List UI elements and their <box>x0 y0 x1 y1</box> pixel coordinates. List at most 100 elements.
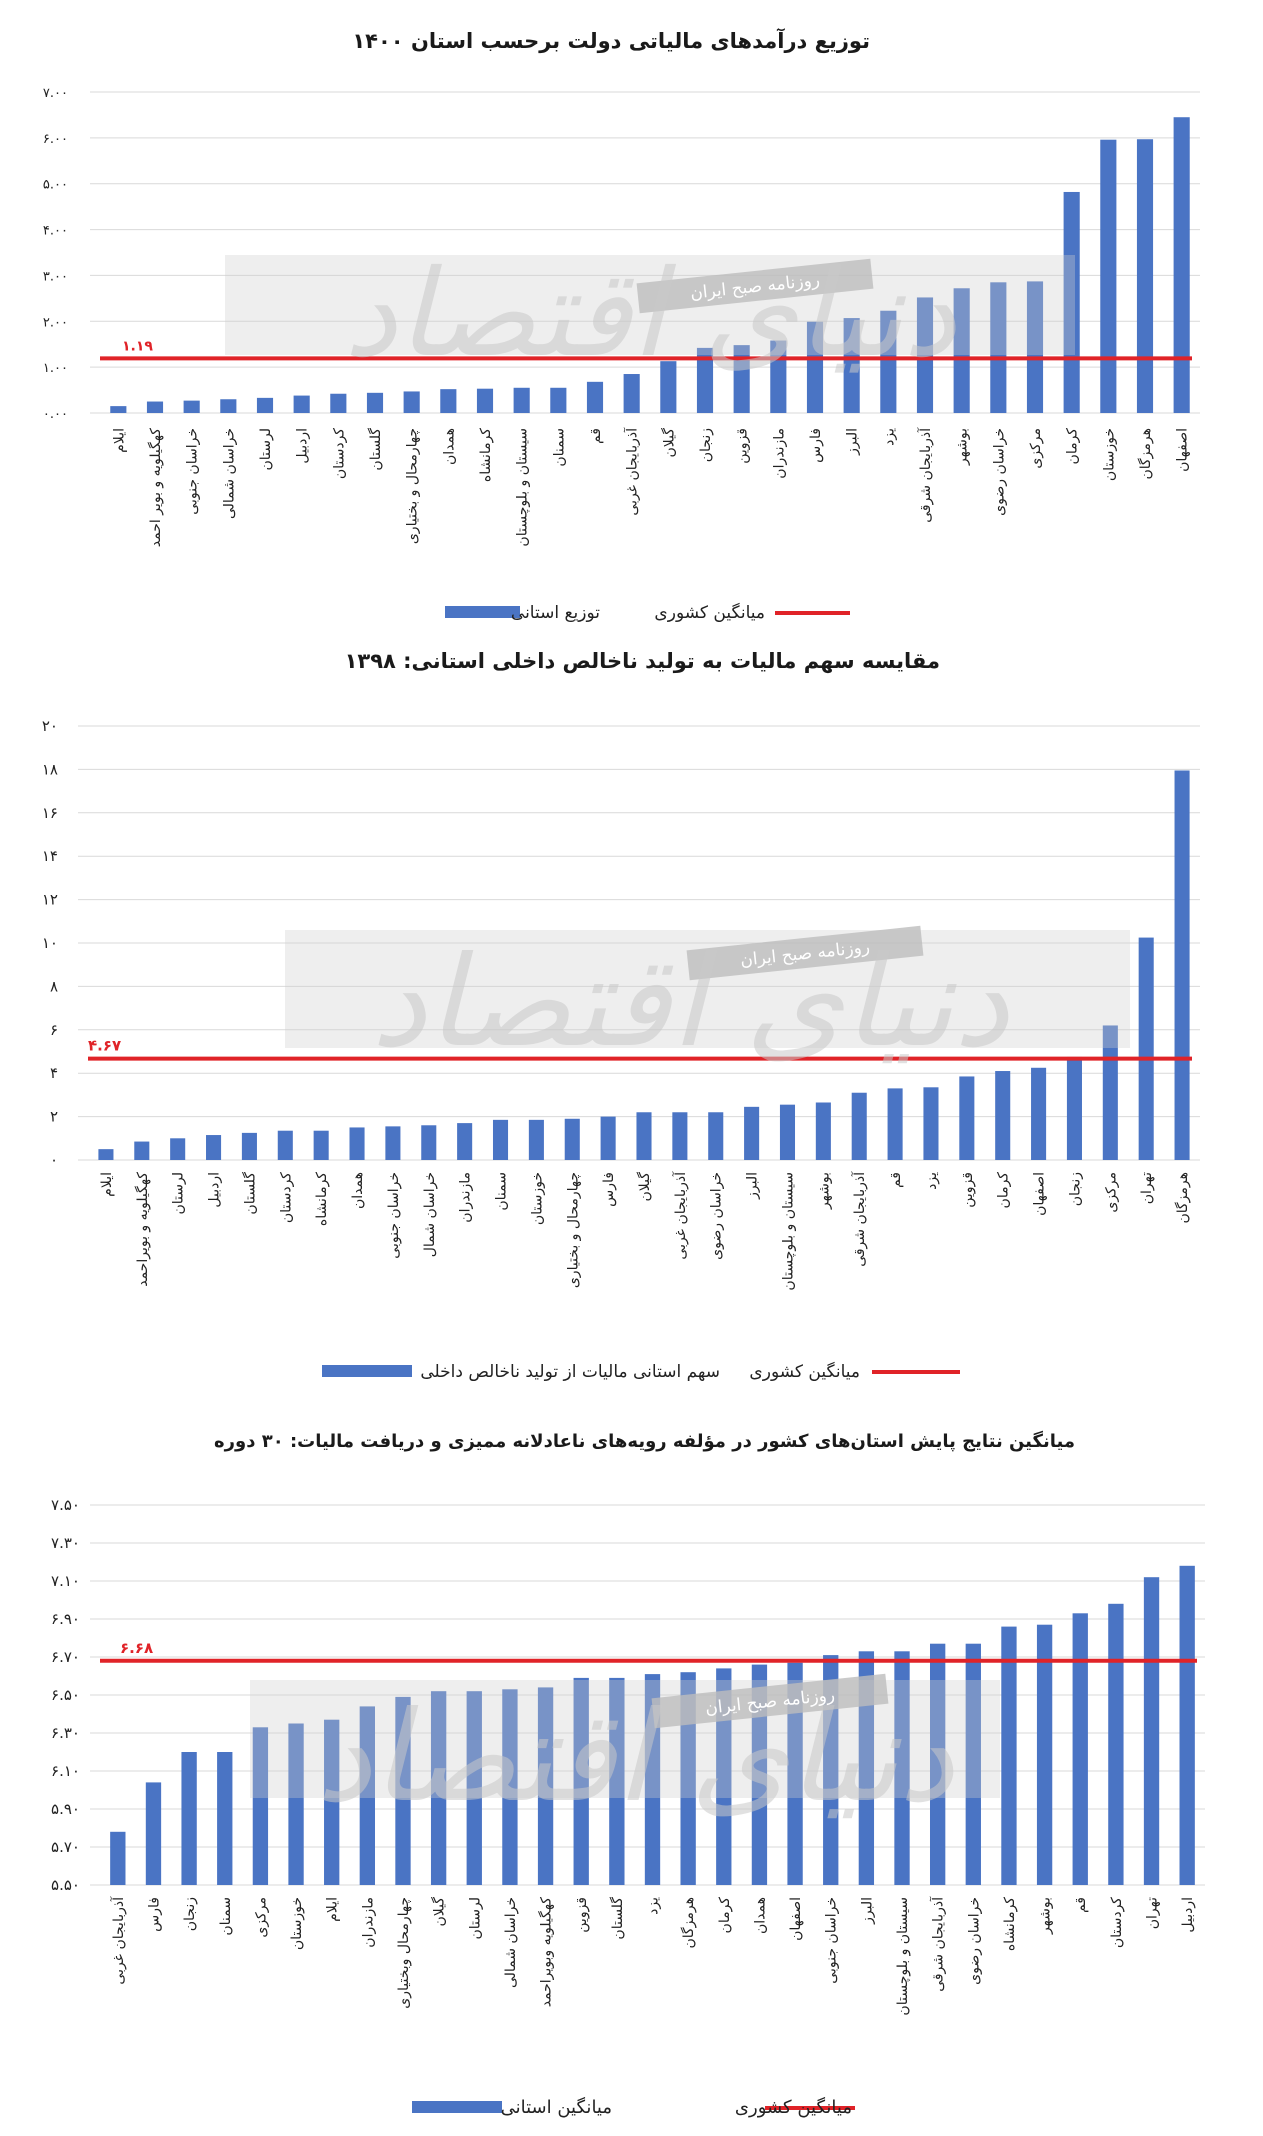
y-tick-label: ۶.۳۰ <box>51 1724 80 1742</box>
legend-series-label: توزیع استانی <box>511 603 600 623</box>
data-bar <box>990 282 1007 413</box>
data-bar <box>751 1664 768 1885</box>
category-label: اصفهان <box>788 1897 804 1941</box>
data-bar <box>1108 1603 1124 1885</box>
data-bar <box>609 1677 625 1885</box>
data-bar <box>779 1104 796 1160</box>
category-label: یزد <box>924 1172 940 1190</box>
category-label: اصفهان <box>1175 428 1191 472</box>
category-label: قزوین <box>574 1897 590 1933</box>
category-label: کردستان <box>331 428 347 479</box>
category-label: سمنان <box>494 1172 510 1211</box>
data-bar <box>146 401 164 413</box>
category-label: گلستان <box>241 1172 258 1215</box>
category-label: مازندران <box>458 1172 474 1223</box>
data-bar <box>183 400 200 413</box>
data-bar <box>623 374 640 413</box>
data-bar <box>330 393 347 413</box>
category-label: سمنان <box>218 1897 234 1936</box>
data-bar <box>815 1102 831 1160</box>
category-label: سیستان و بلوچستان <box>780 1172 796 1291</box>
y-tick-label: ۶.۰۰ <box>43 132 68 147</box>
category-label: فارس <box>808 428 824 463</box>
y-tick-label: ۷.۵۰ <box>51 1496 80 1514</box>
category-label: قزوین <box>735 428 751 464</box>
data-bar <box>288 1723 304 1885</box>
category-label: کهگیلویه و بویراحمد <box>134 1172 151 1287</box>
category-label: کرمانشاه <box>478 428 494 482</box>
y-tick-label: ۷.۳۰ <box>51 1534 80 1552</box>
data-bar <box>894 1651 910 1885</box>
data-bar <box>1001 1626 1017 1885</box>
category-label: لرستان <box>258 428 274 471</box>
y-tick-label: ۰ <box>50 1151 58 1169</box>
watermark-logo: دنیای اقتصاد <box>316 1685 955 1830</box>
category-label: خراسان شمالی <box>221 428 237 519</box>
y-tick-label: ۴.۰۰ <box>43 224 68 239</box>
category-label: یزد <box>881 428 897 446</box>
category-label: زنجان <box>698 428 714 462</box>
data-bar <box>744 1106 760 1160</box>
data-bar <box>1143 1577 1160 1885</box>
category-label: البرز <box>859 1897 875 1925</box>
category-label: خراسان جنوبی <box>185 428 201 515</box>
y-tick-label: ۱۴ <box>42 847 58 865</box>
data-bar <box>324 1719 340 1885</box>
category-label: خراسان جنوبی <box>386 1172 402 1259</box>
data-bar <box>145 1782 162 1885</box>
watermark-badge <box>636 258 874 314</box>
data-bar <box>403 391 420 413</box>
category-label: چهارمحال و بختیاری <box>565 1172 581 1288</box>
data-bar <box>1066 1056 1082 1160</box>
category-label: کردستان <box>278 1172 294 1223</box>
category-label: کهگیلویه و بویر احمد <box>147 428 164 548</box>
category-label: آذربایجان شرقی <box>917 427 934 523</box>
y-tick-label: ۱۸ <box>42 760 58 778</box>
category-label: البرز <box>845 428 861 456</box>
unfair-audit-practices-chart: میانگین نتایج پایش استان‌های کشور در مؤل… <box>51 1430 1205 2118</box>
y-tick-label: ۰.۰۰ <box>43 407 68 422</box>
y-tick-label: ۵.۷۰ <box>51 1838 80 1856</box>
category-label: کرمان <box>996 1172 1012 1209</box>
category-label: سیستان و بلوچستان <box>515 428 531 547</box>
data-bar <box>880 310 897 413</box>
category-label: خراسان جنوبی <box>824 1897 840 1984</box>
category-label: سیستان و بلوچستان <box>895 1897 911 2016</box>
y-tick-label: ۳.۰۰ <box>43 269 68 284</box>
category-label: آذربایجان غربی <box>110 1896 127 1985</box>
category-label: مرکزی <box>1028 428 1044 469</box>
category-label: اردبیل <box>207 1172 223 1208</box>
legend-average-label: میانگین کشوری <box>654 602 765 623</box>
category-label: همدان <box>752 1897 768 1934</box>
data-bar <box>564 1118 580 1160</box>
data-bar <box>600 1116 616 1160</box>
data-bar <box>277 1130 293 1160</box>
data-bar <box>843 318 860 413</box>
data-bar <box>528 1119 544 1160</box>
category-label: گیلان <box>660 428 677 458</box>
legend-series-label: میانگین استانی <box>501 2096 612 2118</box>
data-bar <box>672 1112 688 1160</box>
data-bar <box>660 361 677 413</box>
data-bar <box>929 1643 946 1885</box>
y-tick-label: ۷.۱۰ <box>51 1572 80 1590</box>
category-label: آذربایجان شرقی <box>851 1171 868 1267</box>
category-label: خوزستان <box>529 1172 545 1225</box>
category-label: بوشهر <box>955 428 971 466</box>
data-bar <box>181 1752 197 1885</box>
category-label: مرکزی <box>253 1897 269 1938</box>
legend-series-swatch <box>445 606 520 618</box>
data-bar <box>1072 1613 1088 1885</box>
data-bar <box>502 1689 518 1885</box>
data-bar <box>220 399 237 413</box>
legend-series-swatch <box>322 1365 412 1377</box>
y-tick-label: ۵.۵۰ <box>51 1876 80 1894</box>
y-tick-label: ۶.۱۰ <box>51 1762 80 1780</box>
data-bar <box>1026 281 1044 413</box>
y-tick-label: ۶.۷۰ <box>51 1648 80 1666</box>
data-bar <box>457 1123 473 1160</box>
data-bar <box>959 1076 975 1160</box>
data-bar <box>395 1696 411 1885</box>
chart-title: مقایسه سهم مالیات به تولید ناخالص داخلی … <box>345 649 940 673</box>
